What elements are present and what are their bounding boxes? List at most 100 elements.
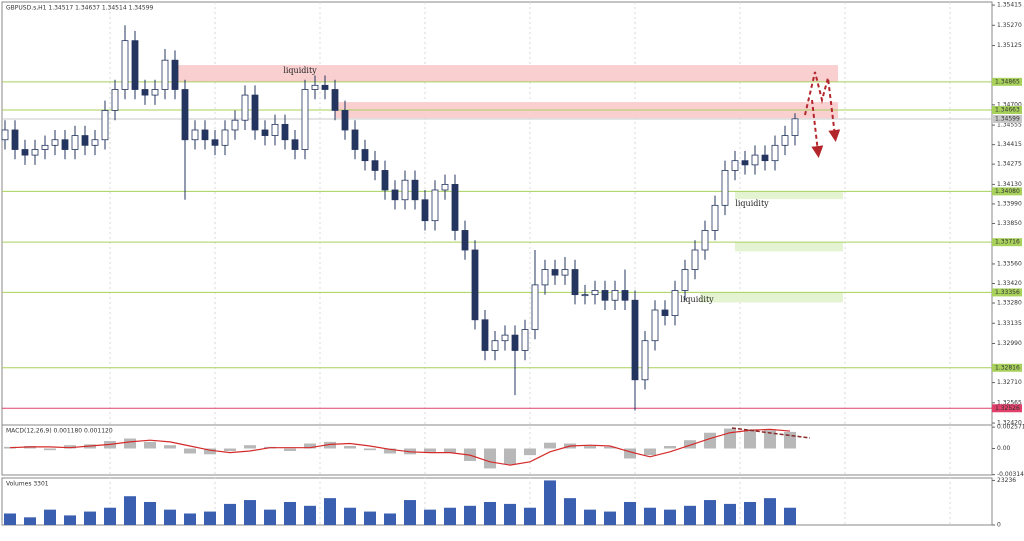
y-tick-label: 1.35125: [997, 42, 1022, 49]
candle-body: [591, 290, 599, 296]
candle-body: [251, 94, 259, 131]
y-tick-label: 23236: [997, 477, 1016, 484]
candle-body: [531, 284, 539, 330]
bar: [204, 511, 216, 525]
bar: [344, 446, 356, 449]
bar: [44, 509, 56, 525]
candle-body: [581, 294, 589, 297]
bar: [84, 511, 96, 525]
level-tag: [992, 363, 1022, 372]
bar: [364, 511, 376, 525]
bar: [504, 503, 516, 525]
level-tag: [992, 187, 1022, 196]
y-tick-label: 1.32565: [997, 399, 1022, 406]
candle-body: [721, 170, 729, 206]
y-tick-label: 1.33135: [997, 320, 1022, 327]
y-tick-label: 1.32710: [997, 379, 1022, 386]
candle-body: [181, 89, 189, 141]
candle-body: [111, 89, 119, 111]
y-tick-label: 1.34415: [997, 141, 1022, 148]
chart-title: GBPUSD.s,H1 1.34517 1.34637 1.34514 1.34…: [6, 5, 154, 12]
y-tick-label: 1.34555: [997, 122, 1022, 129]
annotation: liquidity: [283, 66, 317, 75]
bar: [264, 509, 276, 525]
candle-body: [491, 340, 499, 351]
candle-body: [521, 329, 529, 351]
level-label: 1.32816: [995, 364, 1020, 371]
bar: [124, 496, 136, 525]
candle-body: [761, 154, 769, 162]
candle-body: [351, 129, 359, 150]
candle-body: [641, 340, 649, 381]
bar: [524, 507, 536, 525]
candle-body: [541, 269, 549, 286]
candle-body: [441, 184, 449, 191]
bar: [224, 503, 236, 525]
bar: [544, 442, 556, 449]
candle-body: [151, 89, 159, 96]
candle-body: [231, 119, 239, 131]
bar: [764, 430, 776, 449]
candle-body: [731, 160, 739, 171]
level-label: 1.33356: [995, 289, 1020, 296]
candle-body: [131, 40, 139, 90]
bar: [764, 498, 776, 525]
candle-body: [91, 139, 99, 146]
bar: [424, 448, 436, 452]
bar: [124, 438, 136, 449]
candle-body: [31, 149, 39, 156]
zone: [700, 292, 843, 303]
level-tag: [992, 77, 1022, 86]
candle-body: [451, 184, 459, 231]
bar: [144, 501, 156, 525]
candle-body: [261, 129, 269, 136]
y-tick-label: 1.33280: [997, 300, 1022, 307]
candle-body: [71, 135, 79, 150]
candle-body: [281, 123, 289, 141]
candle-body: [431, 189, 439, 222]
bar: [244, 445, 256, 449]
level-label: 1.33716: [995, 239, 1020, 246]
bar: [624, 448, 636, 459]
bar: [324, 441, 336, 449]
bar: [584, 509, 596, 525]
bar: [544, 480, 556, 525]
bar: [224, 448, 236, 451]
candle-body: [241, 94, 249, 121]
candle-body: [751, 154, 759, 166]
bar: [664, 446, 676, 449]
forecast-arrow: [811, 99, 824, 158]
candle-body: [161, 59, 169, 90]
level-tag: [992, 114, 1022, 123]
bar: [704, 500, 716, 525]
bar: [584, 446, 596, 449]
y-tick-label: 1.33850: [997, 220, 1022, 227]
candle-body: [311, 84, 319, 90]
candle-body: [321, 84, 329, 90]
candle-body: [211, 139, 219, 146]
candle-body: [471, 249, 479, 321]
y-tick-label: 1.34700: [997, 101, 1022, 108]
volume-panel: [1, 477, 993, 526]
candle-body: [681, 269, 689, 291]
candle-body: [781, 135, 789, 146]
y-tick-label: 1.32420: [997, 420, 1022, 427]
zone: [735, 191, 843, 200]
bar: [284, 448, 296, 451]
candle-body: [391, 189, 399, 201]
bar: [184, 513, 196, 525]
bar: [284, 501, 296, 525]
bar: [404, 500, 416, 525]
candle-body: [601, 290, 609, 301]
candle-body: [371, 160, 379, 171]
bar: [424, 509, 436, 525]
bar: [744, 501, 756, 525]
bar: [524, 448, 536, 456]
level-label: 1.32526: [995, 405, 1020, 412]
candle-body: [191, 129, 199, 141]
bar: [344, 507, 356, 525]
bar: [724, 503, 736, 525]
bar: [564, 498, 576, 525]
candle-body: [501, 334, 509, 342]
